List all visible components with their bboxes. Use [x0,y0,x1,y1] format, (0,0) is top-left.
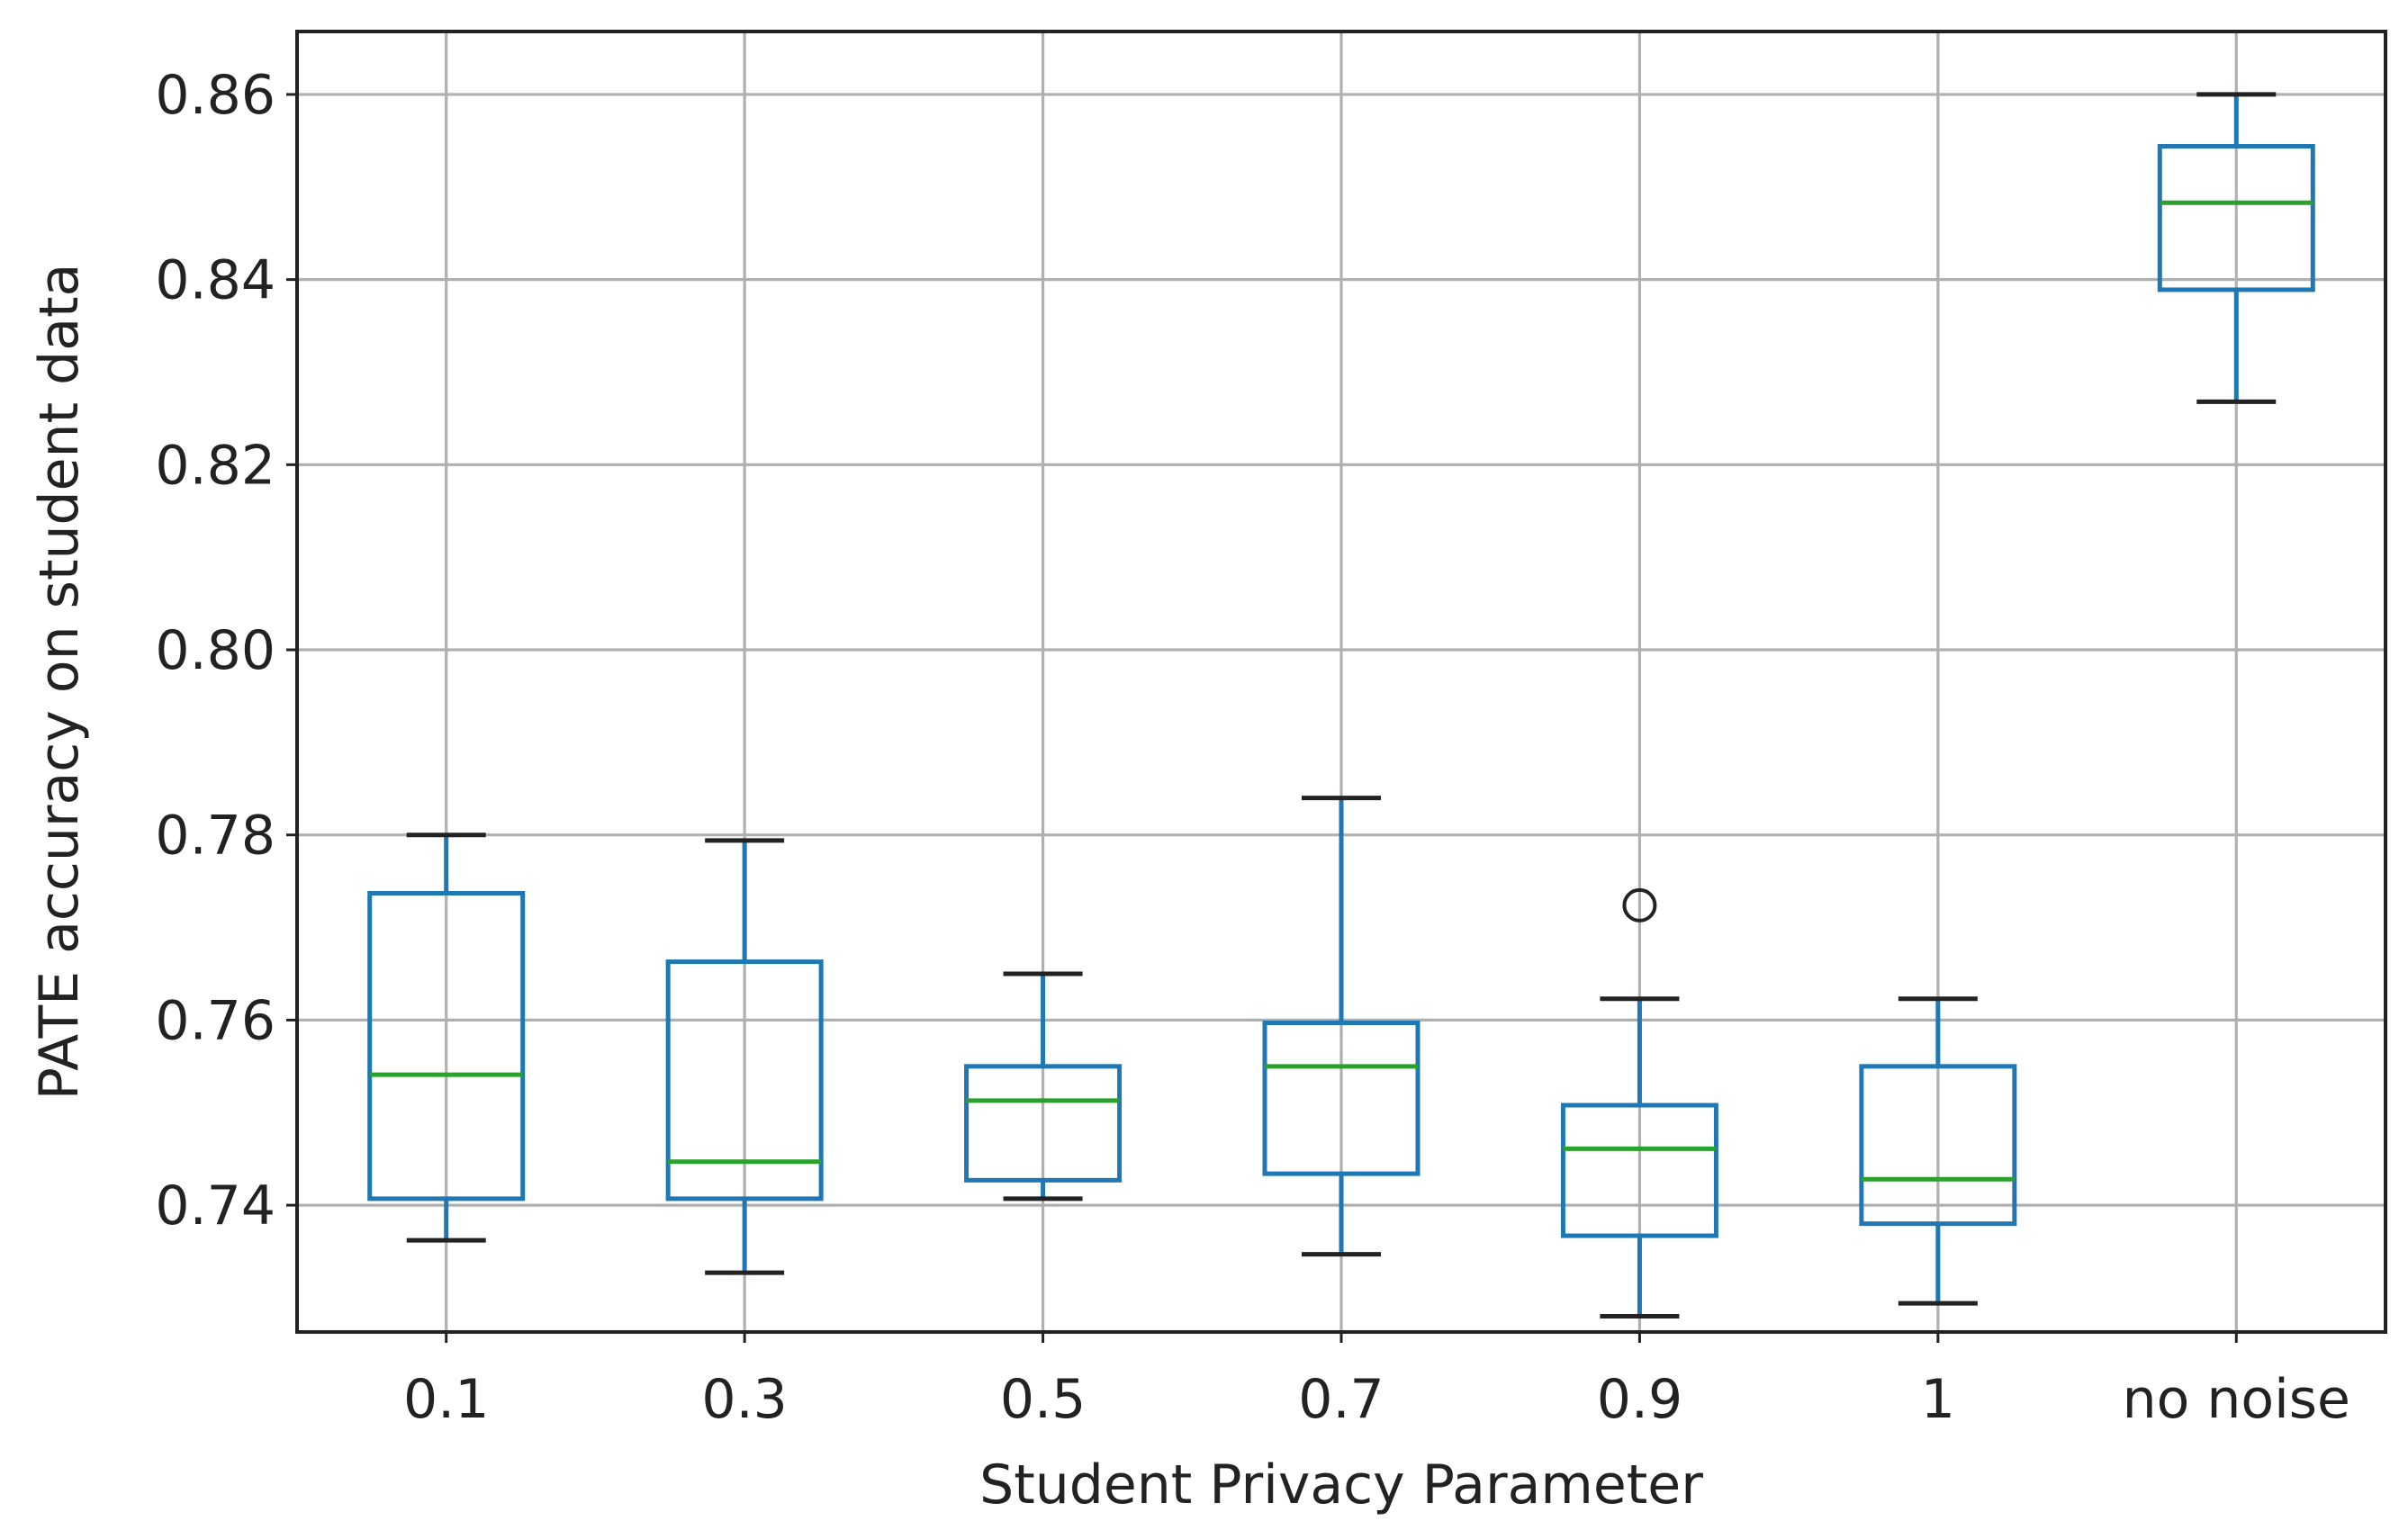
tick-layer: 0.74 0.76 0.78 0.80 0.82 0.84 0.86 0.1 0.3 0.5 0.7… [155,64,2350,1431]
box-iqr [665,959,824,1202]
y-tick-label: 0.80 [155,619,275,682]
y-tick-label: 0.86 [155,64,275,127]
box-iqr [1262,1020,1420,1176]
box-iqr [2157,144,2315,292]
box-iqr [964,1064,1123,1183]
box-iqr [1560,1102,1718,1238]
y-tick-label: 0.74 [155,1174,275,1238]
x-tick-label: 1 [1921,1368,1955,1431]
grid-layer [297,32,2385,1332]
y-tick-label: 0.84 [155,249,275,312]
y-tick-label: 0.82 [155,434,275,497]
box-layer [367,92,2315,1319]
box-iqr [367,891,526,1202]
outlier-point [1622,887,1657,922]
x-tick-label: 0.3 [701,1368,787,1431]
y-axis-label: PATE accuracy on student data [28,264,91,1101]
y-tick-label: 0.76 [155,989,275,1052]
y-tick-label: 0.78 [155,805,275,868]
x-tick-label: 0.7 [1298,1368,1384,1431]
x-tick-label: no noise [2123,1368,2350,1431]
x-axis-label: Student Privacy Parameter [979,1454,1703,1516]
x-tick-label: 0.5 [1000,1368,1086,1431]
x-tick-label: 0.9 [1597,1368,1682,1431]
x-tick-label: 0.1 [403,1368,489,1431]
box-iqr [1859,1064,2017,1227]
